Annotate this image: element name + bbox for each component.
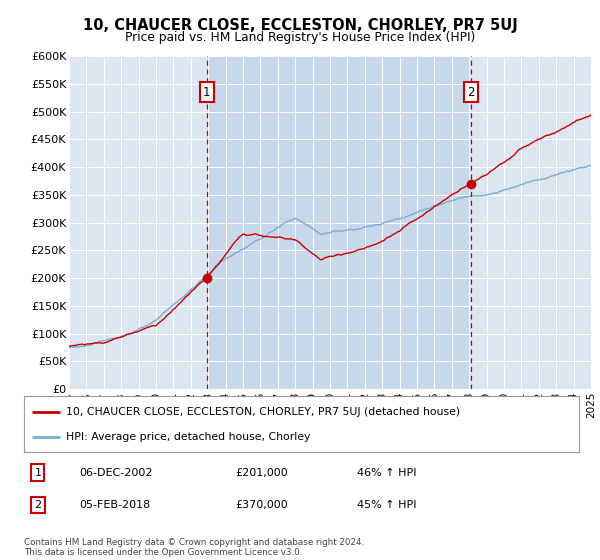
Text: 10, CHAUCER CLOSE, ECCLESTON, CHORLEY, PR7 5UJ (detached house): 10, CHAUCER CLOSE, ECCLESTON, CHORLEY, P… (65, 407, 460, 417)
Text: Contains HM Land Registry data © Crown copyright and database right 2024.
This d: Contains HM Land Registry data © Crown c… (24, 538, 364, 557)
Text: £370,000: £370,000 (235, 500, 287, 510)
Text: 1: 1 (203, 86, 211, 99)
Text: 10, CHAUCER CLOSE, ECCLESTON, CHORLEY, PR7 5UJ: 10, CHAUCER CLOSE, ECCLESTON, CHORLEY, P… (83, 18, 517, 33)
Text: 05-FEB-2018: 05-FEB-2018 (79, 500, 151, 510)
Text: £201,000: £201,000 (235, 468, 287, 478)
Bar (207, 56, 471, 389)
Text: 1: 1 (34, 468, 41, 478)
Text: 06-DEC-2002: 06-DEC-2002 (79, 468, 153, 478)
Text: 46% ↑ HPI: 46% ↑ HPI (357, 468, 416, 478)
Text: HPI: Average price, detached house, Chorley: HPI: Average price, detached house, Chor… (65, 432, 310, 442)
Text: Price paid vs. HM Land Registry's House Price Index (HPI): Price paid vs. HM Land Registry's House … (125, 31, 475, 44)
Text: 45% ↑ HPI: 45% ↑ HPI (357, 500, 416, 510)
Text: 2: 2 (34, 500, 41, 510)
Text: 2: 2 (467, 86, 475, 99)
